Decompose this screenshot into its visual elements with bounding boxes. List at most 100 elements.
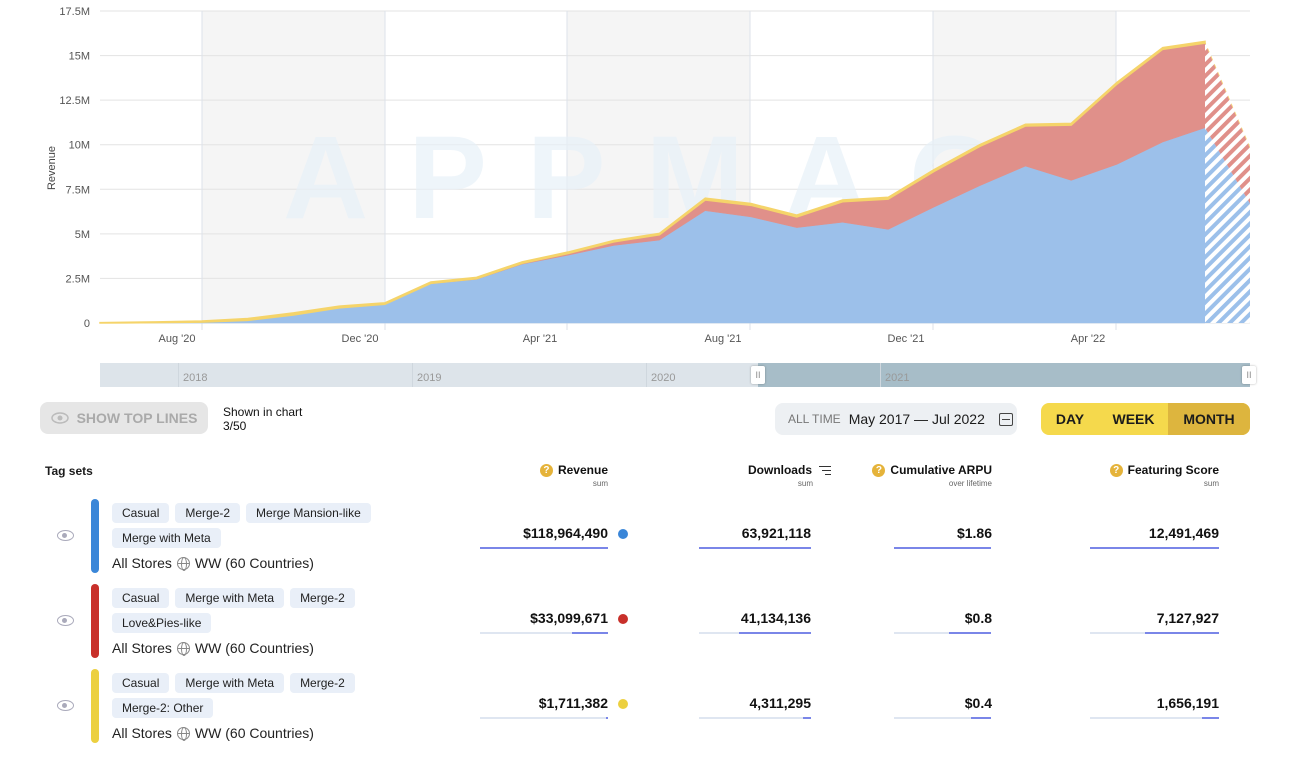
tag-chip[interactable]: Merge with Meta bbox=[112, 528, 221, 548]
store-region: All Stores WW (60 Countries) bbox=[112, 725, 314, 741]
cell-downloads-fill bbox=[699, 547, 811, 549]
calendar-icon[interactable] bbox=[998, 412, 1013, 426]
store-label: All Stores bbox=[112, 640, 172, 656]
cell-revenue-bar bbox=[480, 547, 608, 549]
shown-in-chart-label: Shown in chart bbox=[223, 405, 303, 419]
period-month[interactable]: MONTH bbox=[1168, 403, 1250, 435]
cell-featuring-fill bbox=[1145, 632, 1219, 634]
tag-chip[interactable]: Casual bbox=[112, 503, 170, 523]
cell-arpu: $0.4 bbox=[964, 695, 992, 711]
period-toggle[interactable]: DAY WEEK MONTH bbox=[1041, 403, 1250, 435]
cell-downloads: 41,134,136 bbox=[740, 610, 811, 626]
period-day[interactable]: DAY bbox=[1055, 411, 1085, 427]
cell-downloads: 4,311,295 bbox=[749, 695, 811, 711]
navigator-left-handle[interactable]: II bbox=[751, 366, 765, 384]
tag-list: Casual Merge-2 Merge Mansion-like Merge wit… bbox=[112, 503, 392, 548]
y-tick-label: 2.5M bbox=[66, 273, 90, 285]
cell-featuring-bar bbox=[1090, 632, 1219, 634]
date-preset: ALL TIME bbox=[788, 412, 841, 426]
cell-arpu: $1.86 bbox=[956, 525, 992, 541]
cell-featuring-fill bbox=[1202, 717, 1219, 719]
tag-list: Casual Merge with Meta Merge-2 Merge-2: Oth… bbox=[112, 673, 392, 718]
column-cumulative-arpu[interactable]: ? Cumulative ARPU over lifetime bbox=[872, 463, 992, 488]
tag-chip[interactable]: Love&Pies-like bbox=[112, 613, 212, 633]
cell-revenue-fill bbox=[606, 717, 608, 719]
eye-icon[interactable] bbox=[57, 700, 74, 711]
cell-revenue-fill bbox=[572, 632, 608, 634]
shown-in-chart: Shown in chart 3/50 bbox=[223, 405, 302, 433]
navigator-right-handle[interactable]: II bbox=[1242, 366, 1256, 384]
tag-chip[interactable]: Merge with Meta bbox=[175, 588, 285, 608]
cell-downloads: 63,921,118 bbox=[741, 525, 811, 541]
cell-arpu-bar bbox=[894, 547, 991, 549]
cell-revenue-fill bbox=[480, 547, 608, 549]
column-title: Downloads bbox=[747, 463, 812, 477]
cell-downloads-fill bbox=[739, 632, 811, 634]
y-tick-label: 0 bbox=[84, 318, 90, 330]
sort-icon[interactable] bbox=[819, 465, 831, 475]
cell-arpu-fill bbox=[894, 547, 991, 549]
help-icon[interactable]: ? bbox=[539, 463, 553, 477]
navigator-selected-range[interactable] bbox=[758, 363, 1250, 387]
tag-chip[interactable]: Casual bbox=[112, 588, 170, 608]
show-top-lines-button[interactable]: SHOW TOP LINES bbox=[40, 402, 208, 434]
period-week[interactable]: WEEK bbox=[1112, 411, 1155, 427]
table-row[interactable]: Casual Merge with Meta Merge-2 Merge-2: Oth… bbox=[0, 669, 1291, 749]
region-label: WW (60 Countries) bbox=[194, 555, 314, 571]
column-title: Cumulative ARPU bbox=[890, 463, 992, 477]
navigator-year: 2020 bbox=[646, 363, 675, 387]
store-region: All Stores WW (60 Countries) bbox=[112, 555, 314, 571]
x-tick-label: Aug '21 bbox=[705, 333, 742, 345]
period-band bbox=[202, 11, 385, 323]
tag-chip[interactable]: Merge Mansion-like bbox=[246, 503, 371, 523]
table-row[interactable]: Casual Merge-2 Merge Mansion-like Merge wit… bbox=[0, 499, 1291, 579]
globe-icon bbox=[176, 641, 190, 656]
tag-chip[interactable]: Merge with Meta bbox=[175, 673, 285, 693]
time-navigator[interactable]: 2018 2019 2020 2021 II II bbox=[100, 363, 1256, 387]
cell-arpu-fill bbox=[949, 632, 991, 634]
help-icon[interactable]: ? bbox=[1109, 463, 1123, 477]
eye-icon[interactable] bbox=[57, 530, 74, 541]
x-tick-label: Aug '20 bbox=[159, 333, 196, 345]
tag-chip[interactable]: Merge-2 bbox=[290, 588, 355, 608]
x-tick-label: Dec '20 bbox=[342, 333, 379, 345]
region-label: WW (60 Countries) bbox=[194, 725, 314, 741]
y-tick-label: 17.5M bbox=[59, 6, 90, 18]
store-label: All Stores bbox=[112, 725, 172, 741]
tag-chip[interactable]: Merge-2: Other bbox=[112, 698, 214, 718]
cell-arpu-fill bbox=[970, 717, 991, 719]
x-tick-label: Dec '21 bbox=[888, 333, 925, 345]
series-area-partial-1 bbox=[1205, 127, 1250, 323]
y-tick-label: 15M bbox=[69, 51, 90, 63]
column-downloads[interactable]: Downloads sum bbox=[748, 463, 831, 488]
cell-arpu-bar bbox=[894, 632, 991, 634]
tag-sets-header: Tag sets bbox=[45, 464, 93, 478]
cell-revenue: $33,099,671 bbox=[530, 610, 608, 626]
y-tick-label: 5M bbox=[75, 229, 90, 241]
tag-chip[interactable]: Merge-2 bbox=[175, 503, 241, 523]
table-row[interactable]: Casual Merge with Meta Merge-2 Love&Pies-li… bbox=[0, 584, 1291, 664]
y-tick-label: 7.5M bbox=[66, 184, 90, 196]
column-featuring-score[interactable]: ? Featuring Score sum bbox=[1109, 463, 1219, 488]
cell-revenue: $118,964,490 bbox=[523, 525, 608, 541]
globe-icon bbox=[176, 556, 190, 571]
y-tick-label: 10M bbox=[69, 140, 90, 152]
date-range-picker[interactable]: ALL TIME May 2017 — Jul 2022 bbox=[775, 403, 1017, 435]
cell-featuring-bar bbox=[1090, 717, 1219, 719]
cell-arpu: $0.8 bbox=[964, 610, 992, 626]
cell-featuring: 1,656,191 bbox=[1156, 695, 1219, 711]
series-color-bar bbox=[91, 669, 99, 743]
series-area-partial-3 bbox=[1205, 41, 1250, 149]
series-color-bar bbox=[91, 584, 99, 658]
x-tick-label: Apr '21 bbox=[523, 333, 558, 345]
series-dot bbox=[618, 529, 628, 539]
tag-chip[interactable]: Casual bbox=[112, 673, 170, 693]
eye-icon[interactable] bbox=[57, 615, 74, 626]
tag-chip[interactable]: Merge-2 bbox=[290, 673, 355, 693]
column-revenue[interactable]: ? Revenue sum bbox=[539, 463, 608, 488]
column-subtitle: sum bbox=[592, 479, 608, 488]
cell-downloads-bar bbox=[699, 717, 811, 719]
help-icon[interactable]: ? bbox=[872, 463, 886, 477]
date-range-value: May 2017 — Jul 2022 bbox=[848, 411, 985, 427]
